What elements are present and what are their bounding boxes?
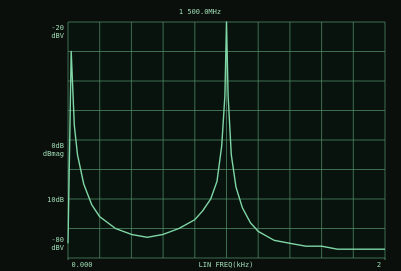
page: {"chart_data": {"type": "line", "title":… (0, 0, 401, 271)
chart-title: 1 500.0MHz (179, 8, 221, 16)
side-label: dBV (51, 32, 64, 40)
x-axis-label: LIN FREQ(kHz) (199, 261, 254, 269)
x-tick-label: 0.000 (71, 261, 92, 269)
x-tick-label: 2 (377, 261, 381, 269)
side-label: -80 (51, 236, 64, 244)
side-label: 10dB (47, 196, 64, 204)
side-label: 0dB (51, 142, 64, 150)
side-label: dBV (51, 244, 64, 252)
side-label: -20 (51, 24, 64, 32)
chart: 1 500.0MHz LIN FREQ(kHz) 0.0002-20dBV0dB… (0, 0, 401, 271)
side-label: dBmag (43, 150, 64, 158)
